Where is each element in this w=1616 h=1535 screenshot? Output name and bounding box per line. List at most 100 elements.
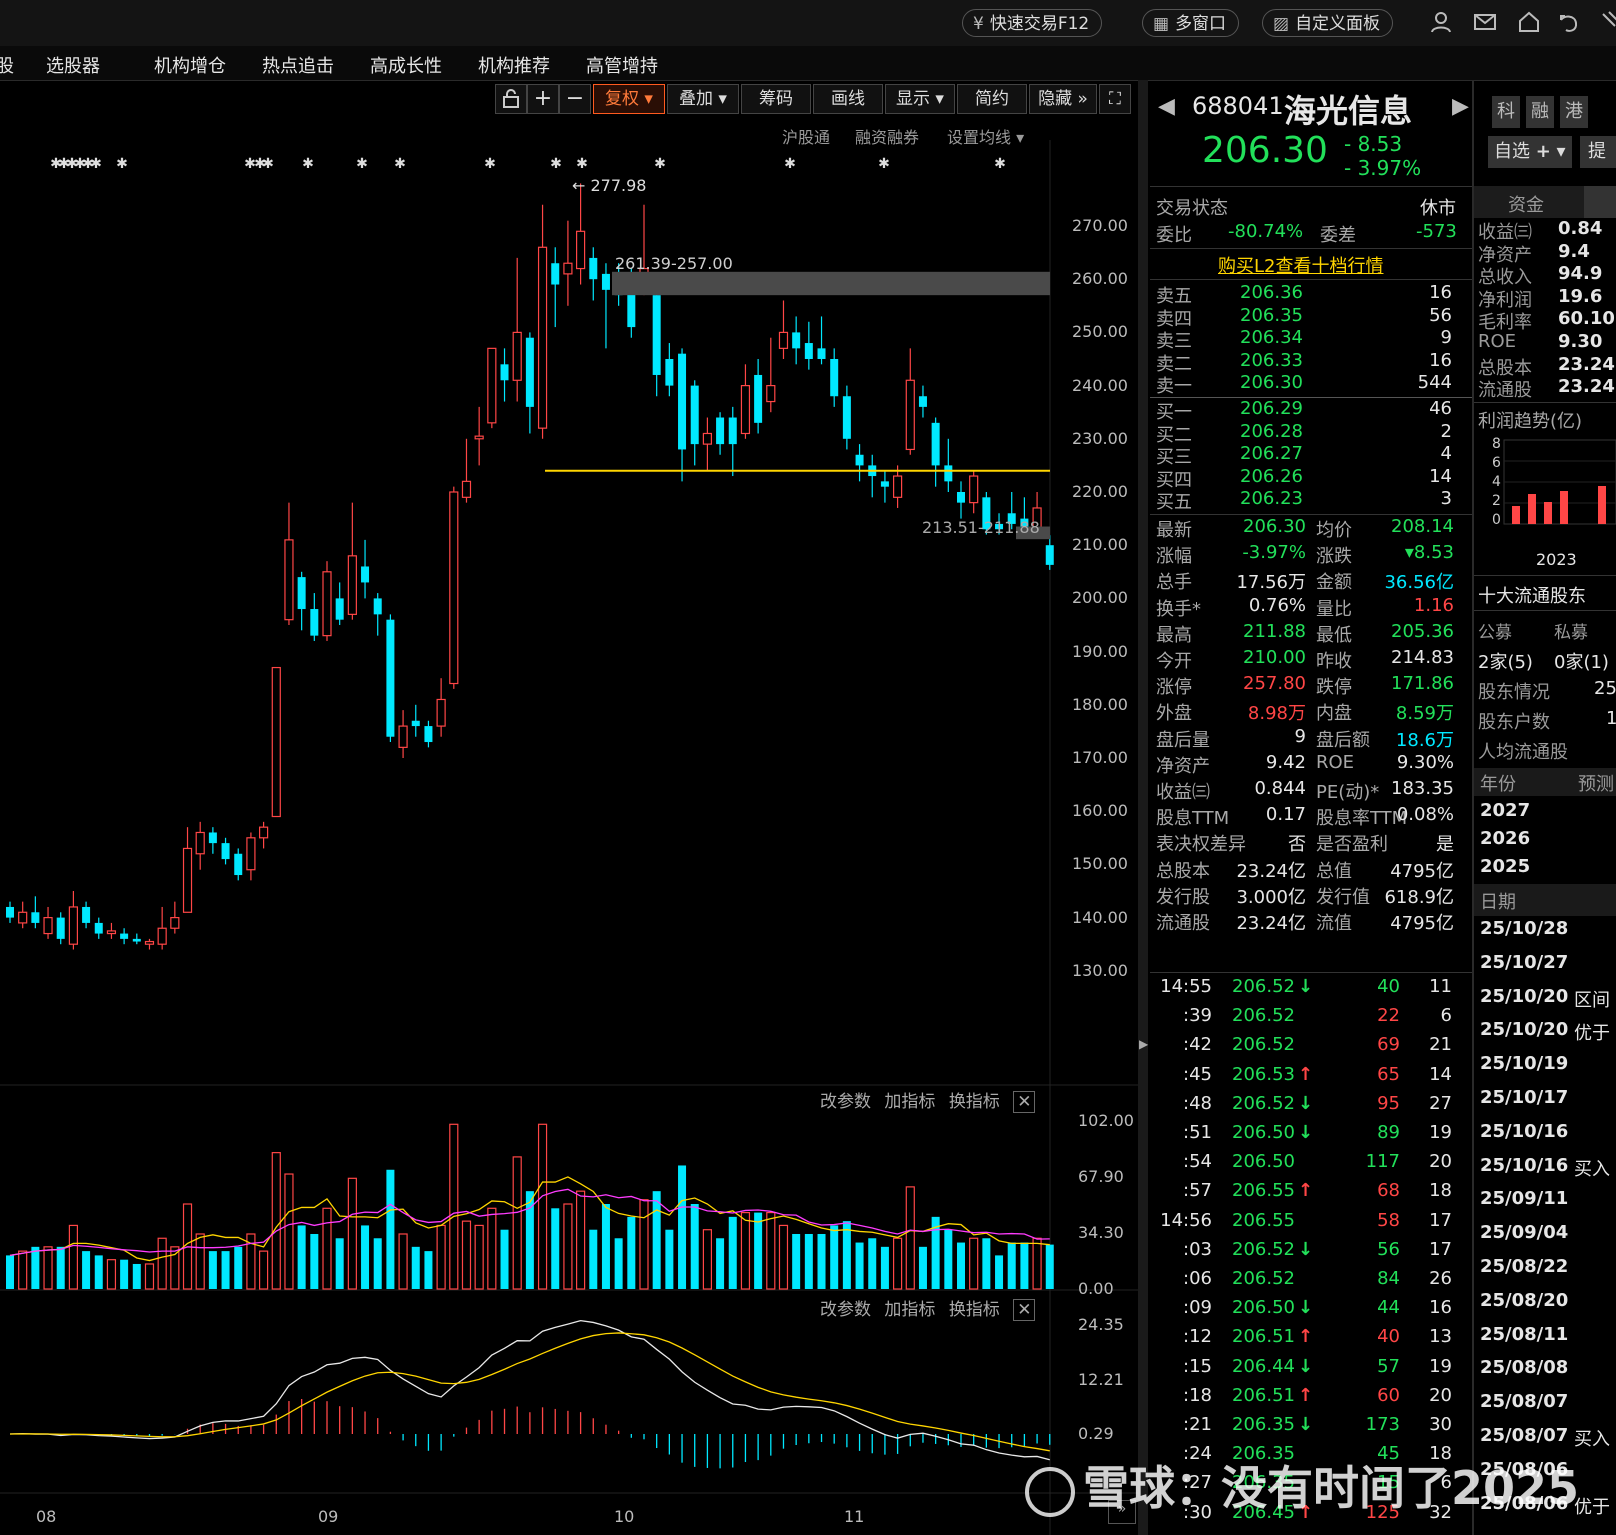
event-tag[interactable]: 优于 (1574, 1496, 1610, 1518)
event-date[interactable]: 25/08/06 (1480, 1458, 1569, 1480)
price-tick: 270.00 (1072, 216, 1128, 235)
vol-change-param[interactable]: 改参数 (820, 1092, 871, 1112)
tab-funds[interactable]: 资金 (1508, 195, 1544, 216)
event-date[interactable]: 25/10/28 (1480, 918, 1569, 939)
event-date[interactable]: 25/10/27 (1480, 951, 1569, 973)
asks-volume: 16 (1429, 349, 1452, 371)
event-date[interactable]: 25/08/22 (1480, 1256, 1569, 1277)
scroll-right-icon[interactable]: » (1108, 1500, 1136, 1524)
event-date[interactable]: 25/10/16 (1480, 1154, 1569, 1176)
down-arrow-icon: ↓ (1298, 1414, 1314, 1435)
macd-add-indicator[interactable]: 加指标 (884, 1300, 936, 1320)
next-stock-icon[interactable]: ▶ (1452, 94, 1469, 119)
l2-link[interactable]: 购买L2查看十档行情 (1218, 256, 1384, 277)
event-tag[interactable]: 优于 (1574, 1023, 1610, 1045)
event-date[interactable]: 25/10/20 (1480, 985, 1569, 1007)
event-date[interactable]: 25/10/17 (1480, 1087, 1569, 1108)
macd-close-icon[interactable]: ✕ (1013, 1299, 1036, 1321)
event-date[interactable]: 25/10/20 (1480, 1019, 1569, 1041)
tab-next[interactable] (1584, 186, 1616, 218)
stat-label: 总值 (1316, 860, 1352, 882)
asks-volume: 544 (1417, 372, 1452, 393)
stat-value: 0.844 (1254, 778, 1306, 799)
display-button[interactable]: 显示 ▾ (885, 84, 955, 114)
tag-ke[interactable]: 科 (1492, 96, 1520, 128)
stat-value: 0.17 (1265, 804, 1306, 826)
macd-change-param[interactable]: 改参数 (820, 1300, 871, 1320)
gap2-label: 213.51-211.88 (922, 518, 1040, 537)
menu-item-hot-chase[interactable]: 热点追击 (262, 56, 334, 77)
custom-panel-label: 自定义面板 (1295, 14, 1381, 34)
event-date[interactable]: 25/09/11 (1480, 1188, 1569, 1210)
candle-body (716, 417, 725, 445)
menu-item-stock-picker[interactable]: 选股器 (46, 56, 100, 77)
event-tag[interactable]: 买入 (1574, 1158, 1610, 1180)
lock-icon[interactable] (495, 84, 527, 114)
tick-price: 206.50 (1232, 1151, 1295, 1173)
watchlist-button[interactable]: 自选 + ▾ (1488, 136, 1572, 168)
candle-body (690, 385, 699, 445)
ma-setting-link[interactable]: 设置均线 ▾ (947, 128, 1025, 147)
vol-switch-indicator[interactable]: 换指标 (948, 1092, 1000, 1112)
tag-rong[interactable]: 融 (1526, 96, 1554, 128)
kline-chart[interactable]: ✱✱✱✱✱✱ ✱ ✱✱✱ ✱ ✱ ✱ ✱ ✱ ✱ ✱ ✱ ✱ ✱ (0, 140, 1138, 1535)
menu-item-high-growth[interactable]: 高成长性 (370, 56, 442, 77)
quick-trade-button[interactable]: ¥ 快速交易F12 (962, 9, 1103, 37)
custom-panel-button[interactable]: ▨ 自定义面板 (1262, 9, 1394, 37)
ti-button[interactable]: 提 (1580, 136, 1616, 168)
event-tag[interactable]: 买入 (1574, 1429, 1610, 1450)
pin-icon[interactable] (1596, 10, 1616, 36)
event-date[interactable]: 25/10/16 (1480, 1120, 1569, 1142)
event-date[interactable]: 25/08/07 (1480, 1425, 1569, 1446)
menu-item-exec-increase[interactable]: 高管增持 (586, 56, 658, 77)
vol-close-icon[interactable]: ✕ (1013, 1091, 1036, 1113)
fuquan-button[interactable]: 复权 ▾ (593, 84, 665, 114)
volume-bar (82, 1251, 91, 1289)
event-date[interactable]: 25/08/20 (1480, 1289, 1569, 1311)
forecast-label: 预测 (1578, 774, 1614, 795)
home-icon[interactable] (1516, 10, 1542, 36)
hgt-link[interactable]: 沪股通 (782, 128, 831, 147)
event-date[interactable]: 25/08/11 (1480, 1323, 1569, 1345)
vol-indicator-controls: 改参数 加指标 换指标 ✕ (820, 1087, 1036, 1113)
event-date[interactable]: 25/08/06 (1480, 1492, 1569, 1514)
zoom-in-icon[interactable]: + (527, 84, 559, 114)
menu-item-inst-increase[interactable]: 机构增仓 (154, 56, 226, 77)
draw-line-button[interactable]: 画线 (813, 84, 883, 114)
fullscreen-icon[interactable]: ⛶ (1099, 84, 1131, 114)
overlay-button[interactable]: 叠加 ▾ (667, 84, 739, 114)
panel-divider[interactable] (1138, 80, 1148, 1535)
zoom-out-icon[interactable]: − (559, 84, 591, 114)
profit-year: 2023 (1536, 550, 1577, 569)
event-date[interactable]: 25/08/07 (1480, 1391, 1569, 1413)
event-date[interactable]: 25/09/04 (1480, 1222, 1569, 1244)
weibi-label: 委比 (1156, 225, 1192, 246)
volume-bar (1045, 1244, 1054, 1289)
event-tag[interactable]: 区间 (1574, 989, 1610, 1011)
mail-icon[interactable] (1472, 10, 1498, 36)
tag-gang[interactable]: 港 (1560, 96, 1588, 128)
candle-body (1020, 518, 1029, 530)
prev-stock-icon[interactable]: ◀ (1158, 94, 1175, 119)
date-label: 日期 (1480, 892, 1516, 913)
multi-window-button[interactable]: ▦ 多窗口 (1142, 9, 1240, 37)
vol-add-indicator[interactable]: 加指标 (884, 1092, 936, 1112)
candle-body (120, 933, 129, 939)
volume-bar (601, 1204, 610, 1289)
bids-price: 206.29 (1240, 398, 1303, 419)
menu-item-inst-recommend[interactable]: 机构推荐 (478, 56, 550, 77)
event-date[interactable]: 25/08/08 (1480, 1357, 1569, 1379)
divider-handle-icon[interactable]: ▶ (1139, 1037, 1149, 1051)
user-icon[interactable] (1428, 10, 1454, 36)
menu-item-0[interactable]: 股 (0, 56, 14, 77)
candle-body (855, 454, 864, 466)
chips-button[interactable]: 筹码 (741, 84, 811, 114)
hide-button[interactable]: 隐藏 » (1029, 84, 1097, 114)
event-marker: ✱ (878, 156, 890, 172)
simple-button[interactable]: 简约 (957, 84, 1027, 114)
event-marker: ✱ (254, 156, 266, 172)
macd-switch-indicator[interactable]: 换指标 (948, 1300, 1000, 1320)
event-date[interactable]: 25/10/19 (1480, 1053, 1569, 1075)
back-icon[interactable] (1556, 10, 1582, 36)
rzrq-link[interactable]: 融资融券 (855, 128, 920, 147)
